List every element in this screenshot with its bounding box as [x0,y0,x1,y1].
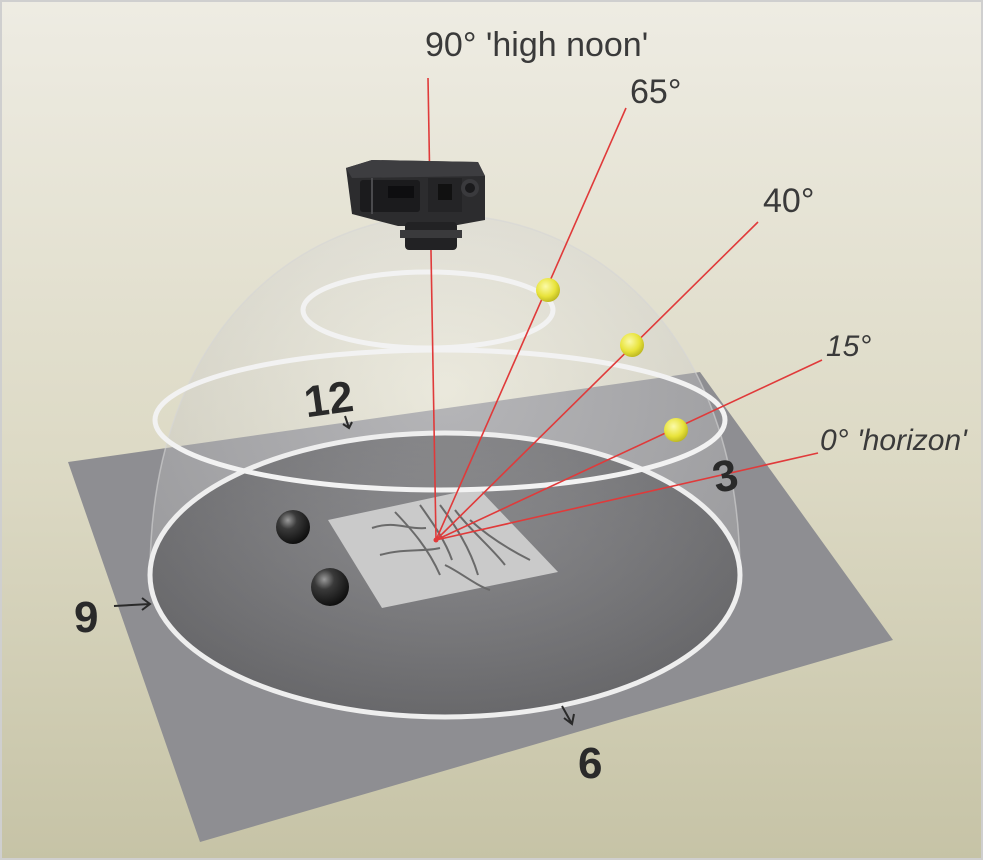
ray-90-degrees [427,77,437,541]
clock-label-6: 6 [578,739,602,788]
clock-arrow-12 [342,415,353,430]
clock-arrow-6 [561,705,575,726]
sample-plate [328,488,558,608]
light-rays [427,77,823,541]
camera-icon [346,160,485,250]
label-65-degrees: 65° [630,73,681,111]
ray-0-degrees [435,452,819,541]
ray-origin [433,537,439,543]
reference-sphere-icon [311,568,349,606]
reference-sphere-icon [276,510,310,544]
dome-rim-ring [147,430,743,720]
label-90-high-noon: 90° 'high noon' [425,26,648,64]
ray-65-degrees [435,107,627,541]
ring-65-degrees [300,269,556,351]
clock-arrow-9 [113,597,152,611]
light-point-icon [664,418,688,442]
ray-40-degrees [435,221,759,541]
light-point-icon [620,333,644,357]
sample-texture [371,504,531,591]
label-40-degrees: 40° [763,182,814,220]
clock-label-9: 9 [74,593,98,642]
light-point-icon [536,278,560,302]
clock-label-12: 12 [301,372,356,427]
label-0-horizon: 0° 'horizon' [820,424,968,457]
label-15-degrees: 15° [826,330,871,363]
ray-15-degrees [435,359,823,541]
